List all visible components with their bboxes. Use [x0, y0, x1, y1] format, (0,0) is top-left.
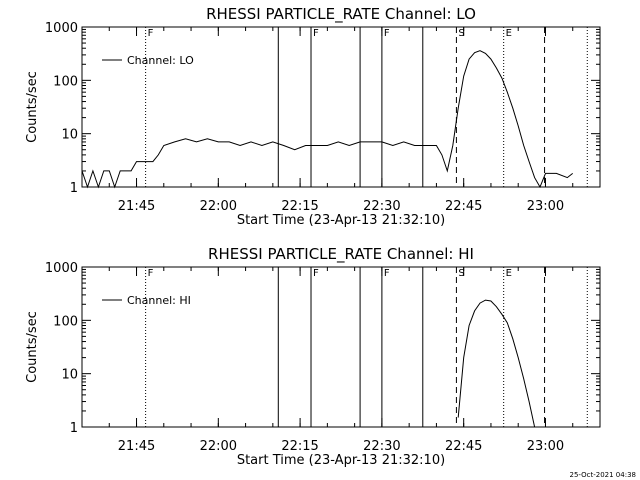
event-label: F: [148, 28, 154, 39]
event-label: S: [458, 28, 464, 39]
event-label: F: [384, 28, 390, 39]
x-tick-label: 21:45: [118, 439, 155, 454]
x-tick-label: 22:30: [363, 199, 400, 214]
x-tick-label: 22:00: [200, 439, 237, 454]
y-tick-label: 1: [70, 181, 78, 196]
x-tick-label: 22:30: [363, 439, 400, 454]
legend: Channel: LO: [102, 54, 194, 67]
legend-label: Channel: HI: [127, 294, 191, 307]
event-label: E: [506, 28, 512, 39]
panel-hi: RHESSI PARTICLE_RATE Channel: HI 1 10 100 10…: [25, 245, 601, 468]
y-tick-label: 1000: [45, 261, 78, 276]
event-label: S: [458, 268, 464, 279]
y-tick-label: 10: [61, 128, 78, 143]
y-tick-label: 10: [61, 368, 78, 383]
event-label: F: [148, 268, 154, 279]
panel-lo: RHESSI PARTICLE_RATE Channel: LO 1 10 100 10…: [25, 5, 601, 228]
x-tick-label: 22:00: [200, 199, 237, 214]
x-tick-label: 23:00: [527, 439, 564, 454]
y-tick-label: 1000: [45, 21, 78, 36]
y-tick-label: 100: [53, 314, 78, 329]
y-axis-label: Counts/sec: [25, 311, 40, 383]
chart-title: RHESSI PARTICLE_RATE Channel: HI: [208, 245, 474, 264]
series-line-hi: [457, 299, 536, 428]
y-axis-label: Counts/sec: [25, 71, 40, 143]
event-label: F: [384, 268, 390, 279]
event-label: F: [313, 28, 319, 39]
x-axis-label: Start Time (23-Apr-13 21:32:10): [237, 213, 445, 228]
x-axis-label: Start Time (23-Apr-13 21:32:10): [237, 453, 445, 468]
y-tick-label: 100: [53, 74, 78, 89]
series-line-lo: [81, 50, 574, 189]
plot-frame: [81, 26, 601, 188]
x-tick-label: 22:15: [281, 439, 318, 454]
footer-timestamp: 25-Oct-2021 04:38: [569, 471, 636, 479]
x-tick-label: 22:45: [445, 199, 482, 214]
x-tick-label: 22:45: [445, 439, 482, 454]
event-label: E: [506, 268, 512, 279]
plot-frame: [81, 266, 601, 428]
y-tick-label: 1: [70, 421, 78, 436]
x-tick-label: 21:45: [118, 199, 155, 214]
legend-label: Channel: LO: [127, 54, 194, 67]
x-tick-label: 22:15: [281, 199, 318, 214]
chart-title: RHESSI PARTICLE_RATE Channel: LO: [206, 5, 476, 24]
legend: Channel: HI: [102, 294, 191, 307]
event-label: F: [313, 268, 319, 279]
x-tick-label: 23:00: [527, 199, 564, 214]
